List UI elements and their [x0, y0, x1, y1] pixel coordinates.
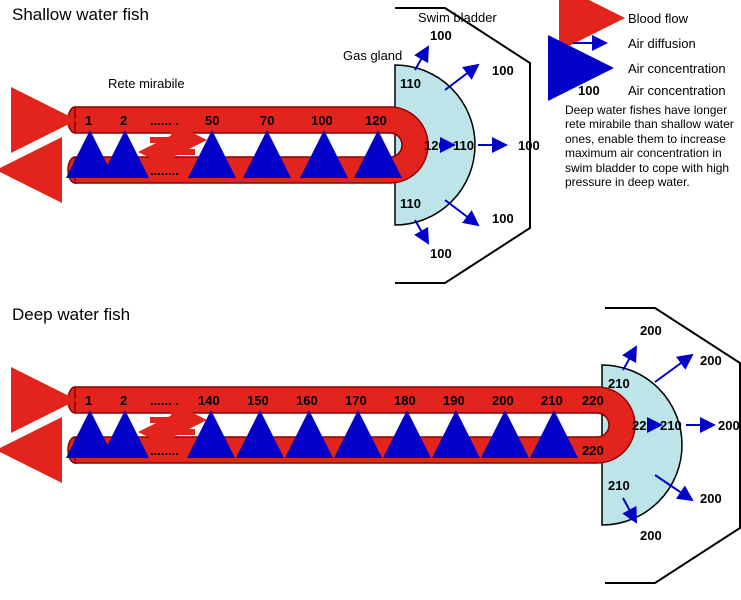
- svg-text:2: 2: [120, 113, 127, 128]
- svg-text:180: 180: [394, 393, 416, 408]
- shallow-air-arrows: [90, 138, 378, 157]
- svg-text:200: 200: [700, 491, 722, 506]
- svg-text:110: 110: [400, 76, 421, 91]
- svg-text:160: 160: [247, 443, 269, 458]
- svg-text:210: 210: [608, 376, 630, 391]
- svg-text:200: 200: [640, 528, 662, 543]
- svg-text:100: 100: [311, 113, 333, 128]
- svg-text:190: 190: [443, 393, 465, 408]
- svg-text:100: 100: [492, 63, 514, 78]
- svg-text:150: 150: [198, 443, 220, 458]
- svg-text:100: 100: [518, 138, 540, 153]
- svg-text:120: 120: [365, 113, 387, 128]
- svg-text:200: 200: [718, 418, 740, 433]
- legend-description: Deep water fishes have longer rete mirab…: [565, 103, 737, 189]
- svg-text:........: ........: [150, 113, 179, 128]
- svg-text:1: 1: [85, 113, 92, 128]
- legend: Blood flow Air diffusion Air concentrati…: [565, 11, 737, 223]
- svg-text:120: 120: [365, 163, 387, 178]
- svg-text:2: 2: [85, 163, 92, 178]
- svg-text:220: 220: [582, 443, 604, 458]
- shallow-title: Shallow water fish: [12, 5, 149, 24]
- gas-gland-label: Gas gland: [343, 48, 402, 63]
- svg-text:170: 170: [296, 443, 318, 458]
- rete-mirabile-label: Rete mirabile: [108, 76, 185, 91]
- legend-conc-label: Air concentration: [628, 61, 726, 76]
- svg-text:2: 2: [120, 393, 127, 408]
- svg-text:210: 210: [492, 443, 514, 458]
- svg-text:170: 170: [345, 393, 367, 408]
- svg-text:........: ........: [150, 163, 179, 178]
- deep-diagram: Deep water fish 1 2 ........ 140 150 160…: [12, 305, 740, 583]
- svg-text:70: 70: [205, 163, 219, 178]
- svg-text:3: 3: [120, 443, 127, 458]
- svg-text:120: 120: [311, 163, 333, 178]
- svg-text:1: 1: [85, 393, 92, 408]
- svg-text:110: 110: [400, 196, 421, 211]
- svg-text:190: 190: [394, 443, 416, 458]
- svg-text:200: 200: [492, 393, 514, 408]
- svg-text:110: 110: [453, 138, 474, 153]
- swim-bladder-label: Swim bladder: [418, 10, 497, 25]
- svg-text:210: 210: [541, 393, 563, 408]
- svg-text:220: 220: [541, 443, 563, 458]
- svg-text:220: 220: [582, 393, 604, 408]
- svg-text:210: 210: [660, 418, 682, 433]
- svg-text:3: 3: [120, 163, 127, 178]
- svg-text:50: 50: [205, 113, 219, 128]
- svg-text:200: 200: [443, 443, 465, 458]
- shallow-diagram: Shallow water fish Swim bladder Gas glan…: [12, 5, 540, 283]
- svg-text:120: 120: [424, 138, 446, 153]
- svg-text:Air concentration: Air concentration: [628, 83, 726, 98]
- svg-text:210: 210: [608, 478, 630, 493]
- svg-text:........: ........: [150, 393, 179, 408]
- svg-text:100: 100: [430, 28, 452, 43]
- svg-text:........: ........: [150, 443, 179, 458]
- legend-blood-label: Blood flow: [628, 11, 689, 26]
- svg-text:2: 2: [85, 443, 92, 458]
- svg-text:100: 100: [492, 211, 514, 226]
- svg-text:150: 150: [247, 393, 269, 408]
- svg-text:70: 70: [260, 113, 274, 128]
- svg-text:140: 140: [198, 393, 220, 408]
- svg-text:100: 100: [430, 246, 452, 261]
- legend-conc-value: 100: [578, 83, 600, 98]
- legend-diffusion-label: Air diffusion: [628, 36, 696, 51]
- svg-text:220: 220: [632, 418, 654, 433]
- svg-text:200: 200: [640, 323, 662, 338]
- deep-title: Deep water fish: [12, 305, 130, 324]
- svg-text:160: 160: [296, 393, 318, 408]
- svg-text:200: 200: [700, 353, 722, 368]
- svg-text:180: 180: [345, 443, 367, 458]
- svg-text:90: 90: [260, 163, 274, 178]
